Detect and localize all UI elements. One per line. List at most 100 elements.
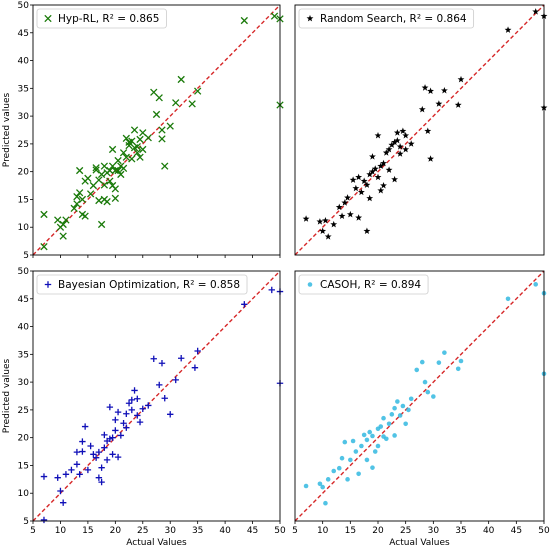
chart-panel-1: 5 10 15 20 25 30 35 40 45 50 Predicted values Hyp-R… (2, 1, 284, 261)
data-point (378, 424, 384, 429)
data-point (114, 453, 122, 461)
y-tick-label: 15 (18, 195, 29, 205)
data-point (388, 141, 396, 148)
data-point (442, 350, 447, 355)
data-point (396, 143, 404, 150)
data-point (303, 483, 309, 489)
x-tick-label: 5 (30, 526, 36, 536)
x-tick-label: 35 (455, 526, 466, 536)
data-point (122, 134, 130, 142)
x-tick-label: 10 (55, 526, 67, 536)
data-point (391, 138, 399, 146)
data-point (356, 471, 361, 477)
data-point (348, 457, 353, 463)
plot-frame (294, 270, 545, 522)
data-point (361, 432, 367, 438)
data-point (92, 166, 100, 174)
data-point (427, 155, 434, 162)
data-point (381, 415, 386, 421)
legend-label: Bayesian Optimization, R² = 0.858 (58, 279, 240, 291)
data-point (119, 164, 128, 172)
y-tick-label: 25 (18, 406, 29, 416)
y-tick-label: 30 (18, 112, 30, 122)
legend-label: Hyp-RL, R² = 0.865 (58, 13, 159, 25)
data-point (364, 437, 370, 443)
data-point (458, 358, 464, 364)
data-point (440, 86, 448, 94)
data-point (106, 166, 114, 175)
data-point (339, 455, 345, 461)
data-point (240, 16, 248, 25)
x-tick-label: 40 (483, 526, 495, 536)
data-point (377, 186, 385, 194)
plot-frame (32, 270, 281, 522)
reference-line (32, 270, 281, 522)
data-point (62, 216, 70, 224)
data-point (125, 141, 133, 150)
y-tick-label: 5 (23, 251, 29, 261)
data-point (454, 101, 462, 108)
data-point (370, 465, 375, 470)
data-point (155, 94, 163, 102)
data-point (97, 170, 106, 179)
y-tick-label: 45 (18, 295, 29, 305)
data-point (134, 395, 141, 402)
data-point (87, 442, 94, 450)
data-point (324, 233, 332, 240)
y-tick-label: 35 (18, 84, 29, 94)
data-point (133, 143, 141, 151)
data-point (325, 477, 331, 482)
data-point (139, 145, 147, 154)
data-point (268, 286, 275, 294)
data-point (331, 468, 337, 474)
data-point (319, 227, 327, 235)
data-point (57, 487, 64, 495)
data-point (114, 408, 122, 416)
data-point (359, 443, 364, 449)
data-point (532, 8, 540, 15)
data-point (54, 216, 62, 224)
data-point (352, 184, 360, 192)
data-point (418, 105, 426, 113)
data-point (382, 149, 390, 156)
legend-box (298, 274, 429, 295)
data-point (109, 451, 116, 458)
data-point (122, 153, 130, 161)
data-point (355, 173, 363, 181)
data-point (350, 438, 356, 444)
data-point (98, 464, 105, 471)
x-tick-label: 40 (219, 526, 231, 536)
legend-marker (306, 14, 314, 22)
data-point (375, 443, 381, 449)
data-point (360, 177, 368, 185)
data-point (123, 424, 130, 431)
data-point (108, 162, 117, 170)
data-point (90, 451, 97, 458)
data-point (84, 466, 92, 474)
data-point (455, 366, 461, 372)
data-point (436, 360, 442, 365)
data-point (131, 387, 138, 394)
data-point (139, 405, 146, 412)
data-point (342, 439, 348, 445)
y-tick-label: 35 (18, 350, 29, 360)
data-point (92, 164, 100, 172)
x-tick-label: 15 (345, 526, 356, 536)
data-point (109, 434, 116, 441)
data-point (384, 436, 389, 442)
data-point (363, 227, 371, 235)
data-point (70, 204, 78, 212)
data-point (407, 140, 415, 147)
chart-panel-2: Random Search, R² = 0.864 (294, 4, 548, 256)
data-point (349, 176, 357, 183)
data-point (106, 403, 114, 411)
y-tick-label: 5 (23, 517, 29, 527)
y-tick-label: 30 (18, 378, 30, 388)
data-point (150, 355, 157, 362)
data-point (158, 126, 166, 134)
data-point (330, 220, 338, 228)
data-point (380, 181, 387, 189)
data-point (389, 412, 395, 417)
data-point (419, 359, 425, 365)
data-point (397, 413, 403, 418)
